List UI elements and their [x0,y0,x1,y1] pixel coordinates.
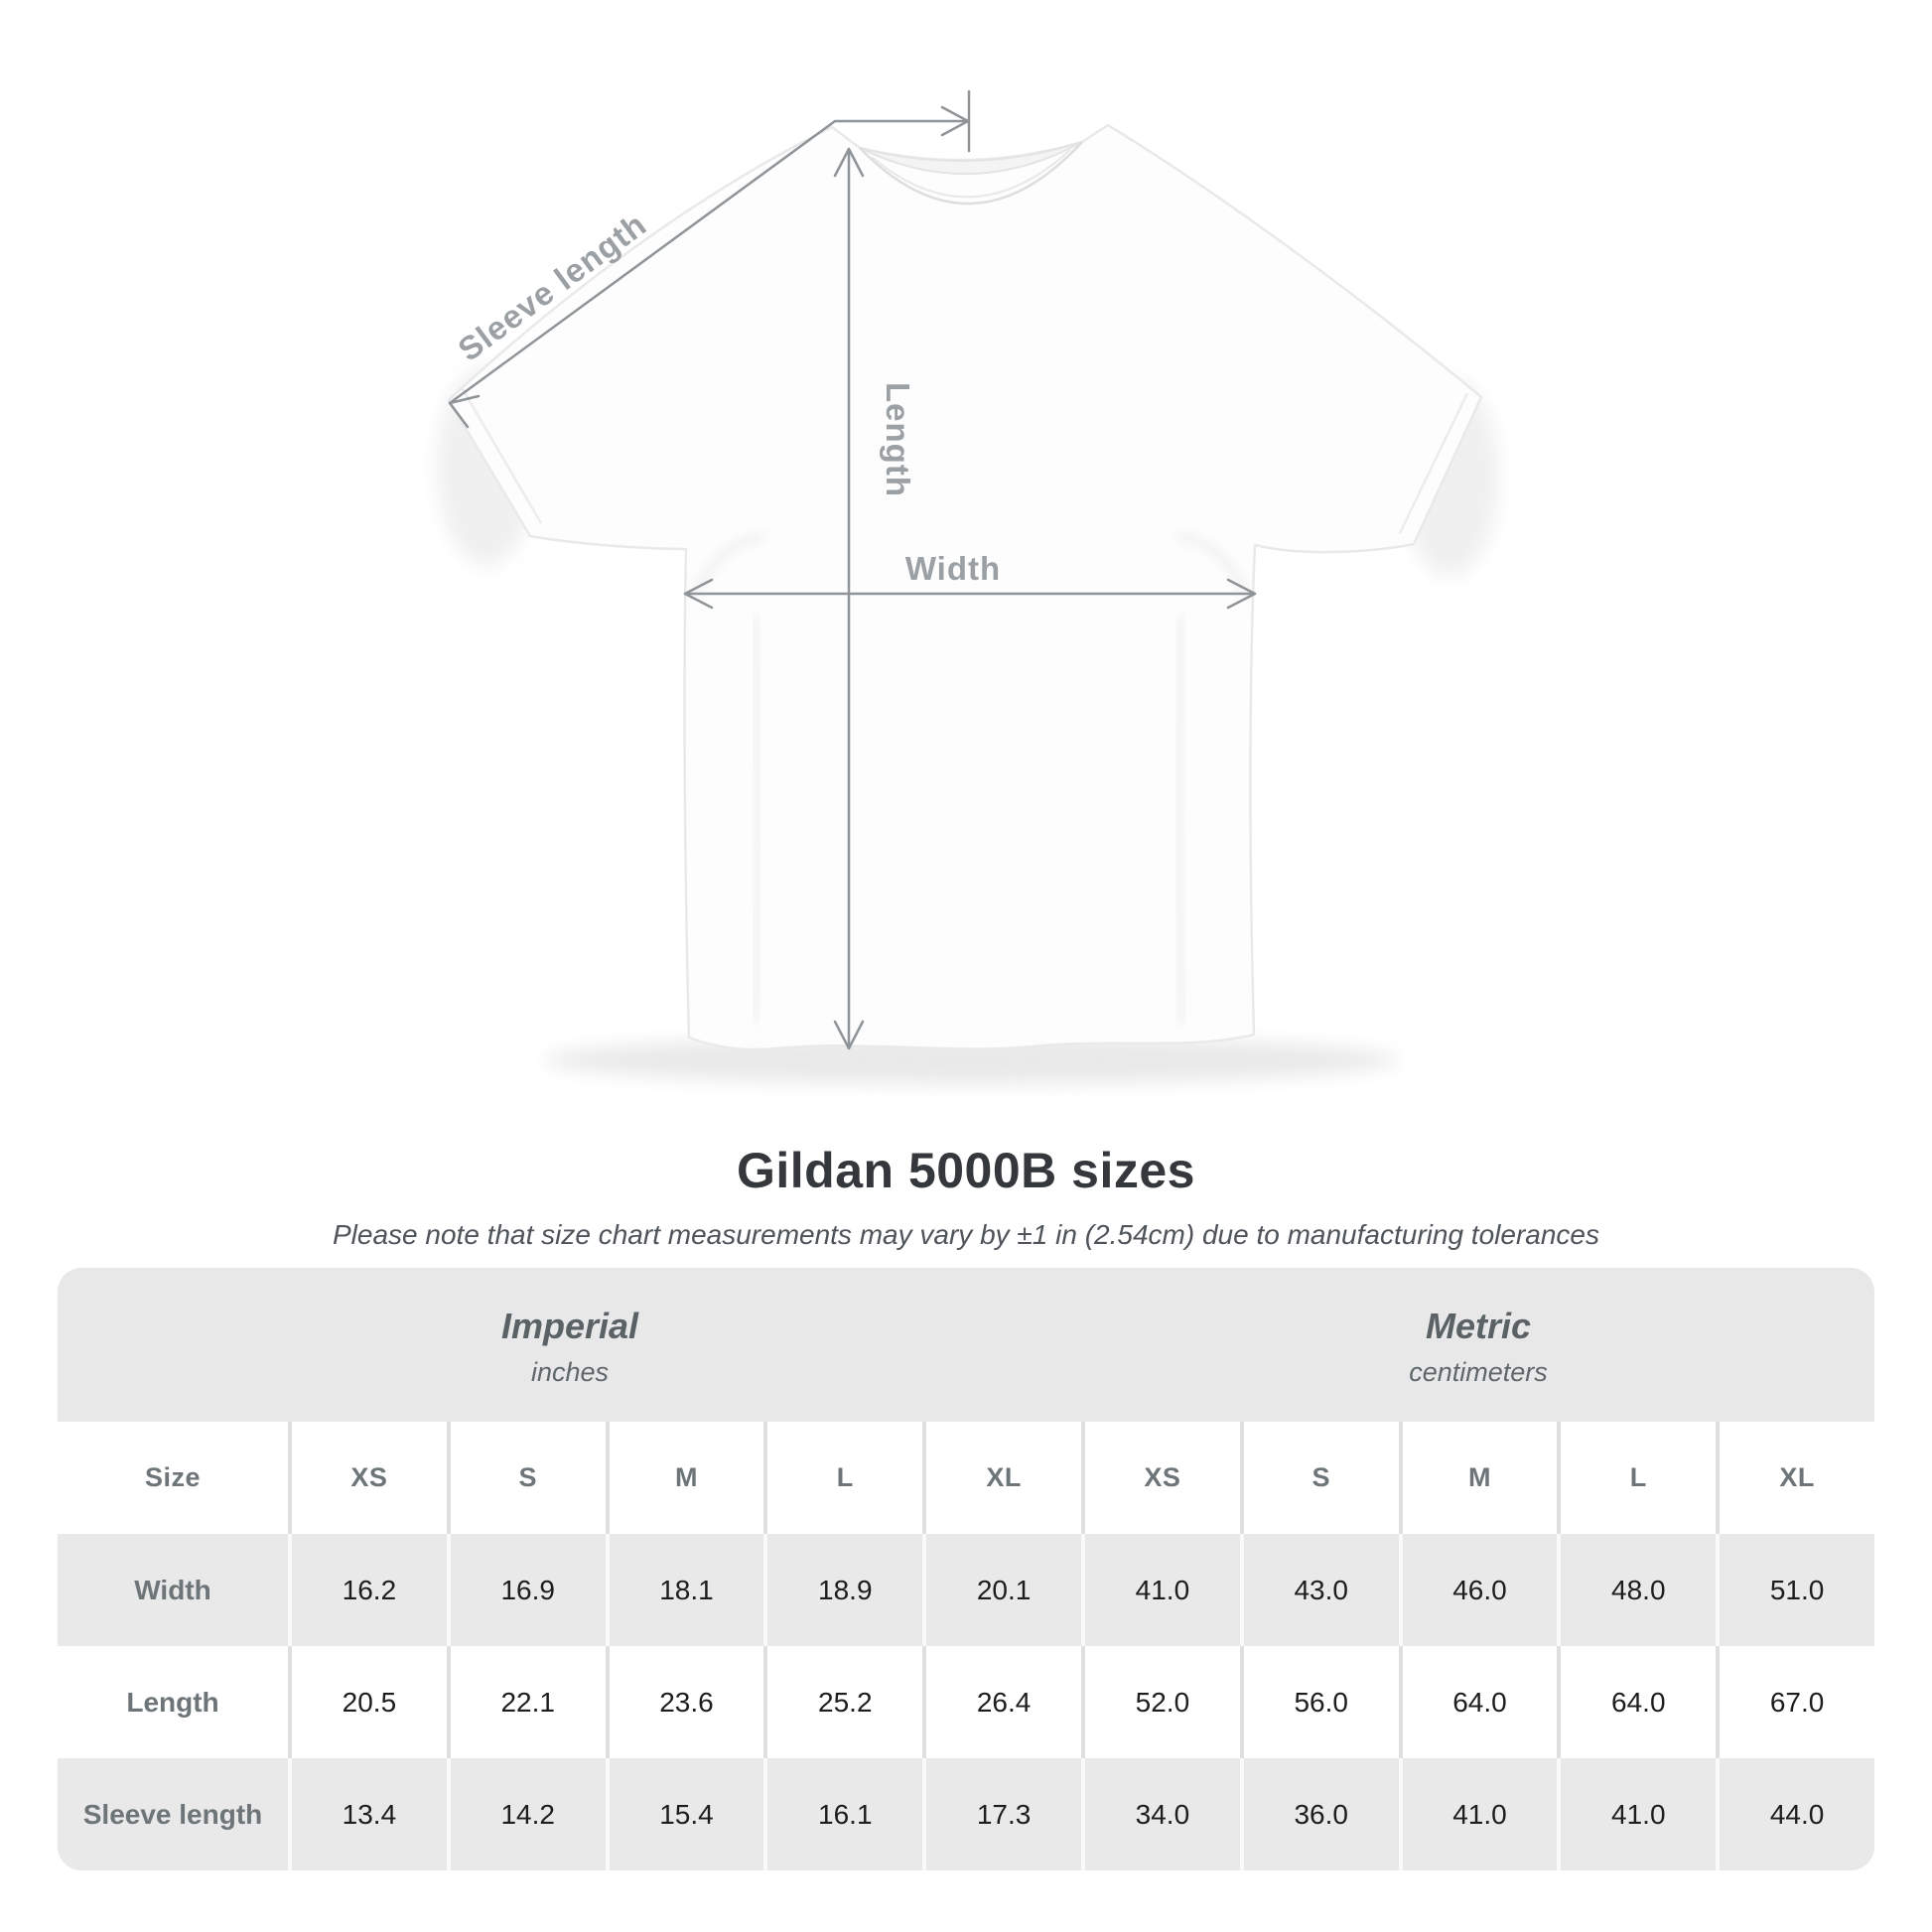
tshirt-cuffs [461,388,1469,534]
row-label-length: Length [58,1646,288,1758]
table-cell: 13.4 [292,1758,447,1870]
table-row-width: Width 16.2 16.9 18.1 18.9 20.1 41.0 43.0… [58,1534,1874,1646]
size-header-row: Size XS S M L XL XS S M L XL [58,1422,1874,1534]
imperial-label: Imperial [500,1306,639,1346]
arrowhead-down [833,1020,865,1050]
table-cell: 20.1 [926,1534,1081,1646]
row-label-width: Width [58,1534,288,1646]
size-header-xs-metric: XS [1085,1422,1240,1534]
size-header-m-imperial: M [609,1422,764,1534]
table-row-length: Length 20.5 22.1 23.6 25.2 26.4 52.0 56.… [58,1646,1874,1758]
table-cell: 36.0 [1243,1758,1399,1870]
table-cell: 22.1 [450,1646,606,1758]
table-cell: 16.1 [767,1758,923,1870]
width-dimension-line [683,578,1257,610]
table-cell: 16.2 [292,1534,447,1646]
unit-header-band: Imperial inches Metric centimeters [58,1268,1874,1422]
page-title: Gildan 5000B sizes [736,1143,1195,1198]
table-cell: 18.9 [767,1534,923,1646]
size-header-l-imperial: L [767,1422,923,1534]
table-cell: 41.0 [1085,1534,1240,1646]
arrowhead-right [1226,578,1257,610]
table-cell: 48.0 [1561,1534,1717,1646]
imperial-group-header: Imperial inches [58,1268,1082,1422]
tshirt-body [447,123,1483,1051]
arrowhead-left [683,578,714,610]
metric-label: Metric [1425,1306,1532,1346]
imperial-unit: inches [530,1357,610,1387]
sleeve-length-dimension-line [448,89,971,429]
length-dimension-line [833,147,865,1050]
table-cell: 67.0 [1720,1646,1874,1758]
table-cell: 25.2 [767,1646,923,1758]
size-table: Imperial inches Metric centimeters Size … [58,1268,1874,1870]
length-label: Length [880,382,916,497]
table-cell: 14.2 [450,1758,606,1870]
row-label-sleeve-length: Sleeve length [58,1758,288,1870]
size-column-header: Size [58,1422,288,1534]
table-cell: 46.0 [1402,1534,1558,1646]
table-cell: 26.4 [926,1646,1081,1758]
table-cell: 34.0 [1085,1758,1240,1870]
table-cell: 56.0 [1243,1646,1399,1758]
table-cell: 41.0 [1402,1758,1558,1870]
tolerance-note: Please note that size chart measurements… [333,1219,1599,1250]
table-cell: 23.6 [609,1646,764,1758]
metric-group-header: Metric centimeters [1082,1268,1874,1422]
table-cell: 41.0 [1561,1758,1717,1870]
tshirt-measurement-diagram: Sleeve length Length Width [437,89,1499,1084]
table-cell: 18.1 [609,1534,764,1646]
table-cell: 15.4 [609,1758,764,1870]
size-header-s-metric: S [1243,1422,1399,1534]
size-header-s-imperial: S [450,1422,606,1534]
width-label: Width [905,550,1001,587]
size-header-l-metric: L [1561,1422,1717,1534]
tshirt-illustration: Sleeve length Length Width [437,89,1499,1084]
arrowhead-sleeve-end [448,394,481,429]
table-cell: 51.0 [1720,1534,1874,1646]
size-header-xl-metric: XL [1720,1422,1874,1534]
table-row-sleeve-length: Sleeve length 13.4 14.2 15.4 16.1 17.3 3… [58,1758,1874,1870]
arrowhead-up [833,147,865,178]
table-cell: 43.0 [1243,1534,1399,1646]
table-cell: 20.5 [292,1646,447,1758]
size-header-xl-imperial: XL [926,1422,1081,1534]
table-cell: 52.0 [1085,1646,1240,1758]
table-cell: 44.0 [1720,1758,1874,1870]
table-cell: 17.3 [926,1758,1081,1870]
metric-unit: centimeters [1409,1357,1548,1387]
tshirt-collar [859,141,1083,206]
table-cell: 64.0 [1561,1646,1717,1758]
size-header-xs-imperial: XS [292,1422,447,1534]
table-cell: 64.0 [1402,1646,1558,1758]
table-cell: 16.9 [450,1534,606,1646]
size-header-m-metric: M [1402,1422,1558,1534]
